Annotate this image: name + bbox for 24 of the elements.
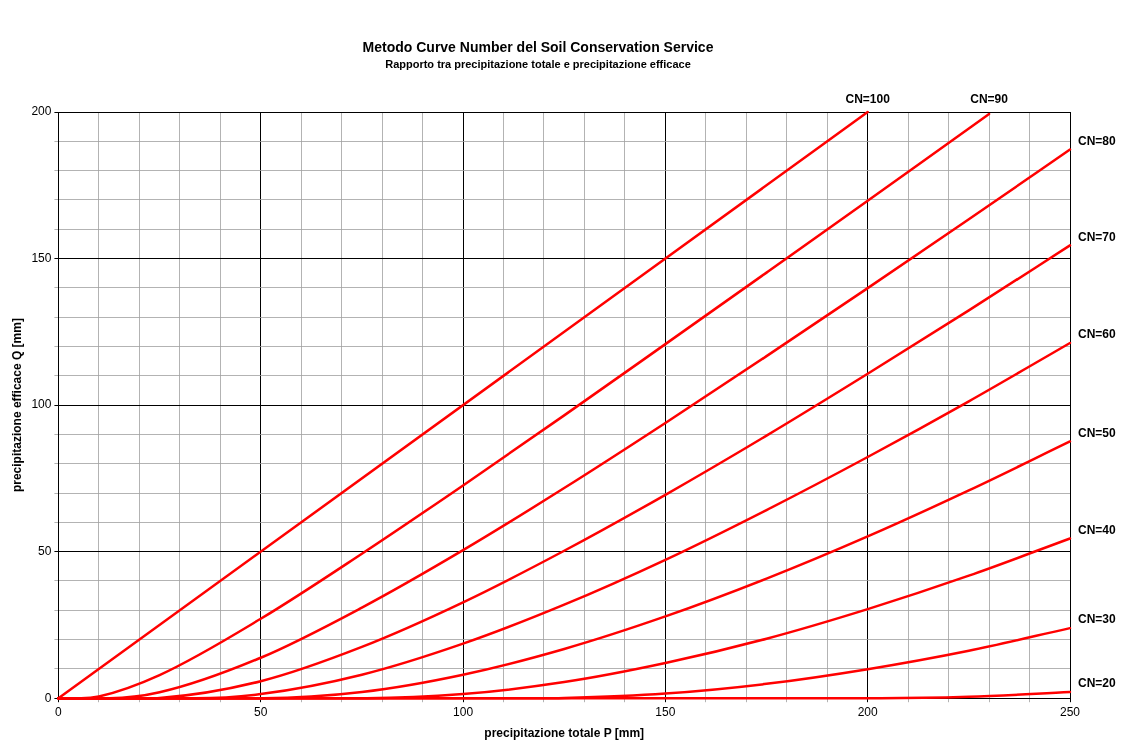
y-tick-label: 200 <box>31 104 52 119</box>
x-axis-title: precipitazione totale P [mm] <box>484 726 645 741</box>
x-tick-label: 100 <box>453 704 474 719</box>
series-label: CN=90 <box>970 92 1009 107</box>
y-tick-label: 0 <box>44 690 52 705</box>
x-tick-label: 150 <box>655 704 676 719</box>
y-axis-title: precipitazione efficace Q [mm] <box>9 318 24 493</box>
chart-title: Metodo Curve Number del Soil Conservation Service <box>362 39 714 56</box>
series-label: CN=70 <box>1078 229 1117 244</box>
y-tick-label: 100 <box>31 397 52 412</box>
series-label: CN=100 <box>845 92 891 107</box>
y-tick-label: 150 <box>31 250 52 265</box>
chart-subtitle: Rapporto tra precipitazione totale e precipitazione efficace <box>385 58 691 71</box>
y-tick-label: 50 <box>38 543 52 558</box>
series-label: CN=40 <box>1078 522 1117 537</box>
x-tick-label: 250 <box>1059 704 1081 719</box>
series-label: CN=30 <box>1078 612 1117 627</box>
series-label: CN=20 <box>1078 676 1117 691</box>
series-label: CN=60 <box>1078 327 1117 342</box>
x-tick-label: 50 <box>254 704 268 719</box>
x-tick-label: 0 <box>55 704 63 719</box>
series-label: CN=50 <box>1078 425 1117 440</box>
series-label: CN=80 <box>1078 133 1117 148</box>
x-tick-label: 200 <box>857 704 879 719</box>
